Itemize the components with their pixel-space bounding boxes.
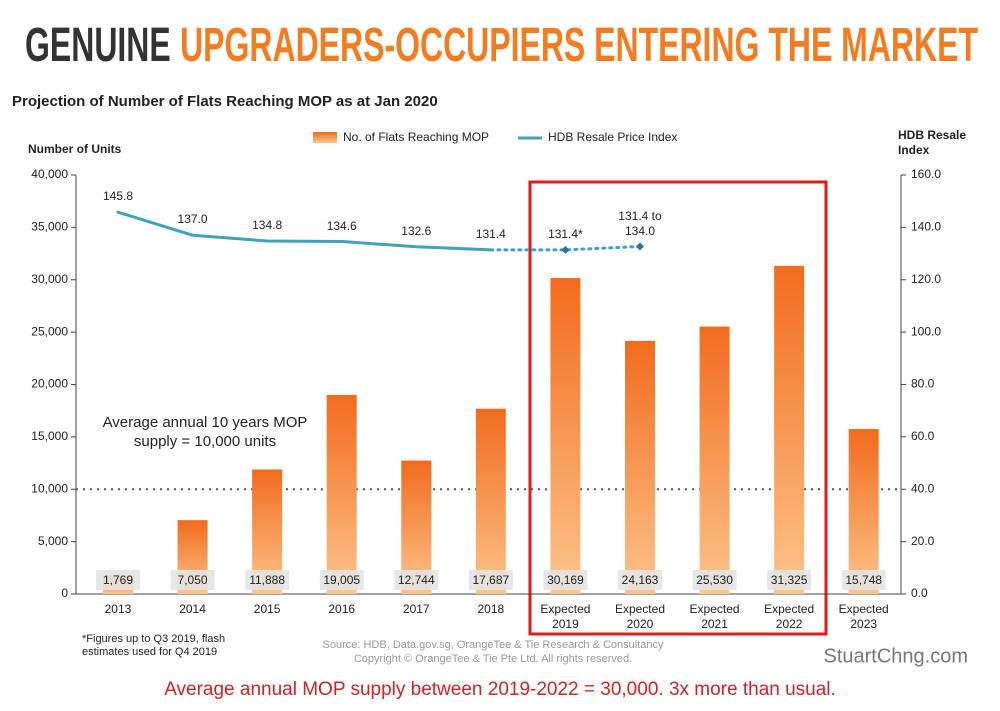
value-label-bg bbox=[95, 570, 140, 590]
y-tick-label: 10,000 bbox=[31, 481, 68, 495]
line-value-label: 132.6 bbox=[401, 223, 432, 238]
value-label-bg bbox=[543, 570, 588, 590]
y-tick-label: 30,000 bbox=[31, 272, 68, 286]
y2-tick-label: 160.0 bbox=[911, 167, 941, 181]
x-tick-label: Expected 2019 bbox=[540, 602, 591, 631]
y2-tick-label: 80.0 bbox=[911, 377, 935, 391]
watermark: StuartChng.com bbox=[823, 645, 968, 667]
value-label-bg bbox=[394, 570, 439, 590]
line-value-label: 145.8 bbox=[102, 189, 133, 204]
banner: GENUINEUPGRADERS-OCCUPIERS ENTERING THE … bbox=[25, 19, 978, 72]
bar bbox=[326, 394, 357, 594]
value-label-bg bbox=[841, 570, 886, 590]
y-tick-label: 20,000 bbox=[31, 377, 68, 391]
line bbox=[116, 210, 493, 252]
y-tick-label: 15,000 bbox=[31, 429, 68, 443]
y-tick-label: 35,000 bbox=[31, 220, 68, 234]
y-tick-label: 40,000 bbox=[31, 167, 68, 181]
x-tick-label: 2018 bbox=[477, 602, 505, 616]
line-value-label: 131.4 to 134.0 bbox=[618, 208, 662, 238]
value-label-bg bbox=[617, 570, 662, 590]
value-label-bg bbox=[692, 570, 737, 590]
x-tick-label: 2013 bbox=[104, 602, 132, 616]
x-tick-label: Expected 2021 bbox=[689, 602, 740, 631]
banner-rest: UPGRADERS-OCCUPIERS ENTERING THE MARKET bbox=[180, 19, 978, 72]
copyright: Copyright © OrangeTee & Tie Pte Ltd. All… bbox=[354, 653, 632, 665]
value-label: 7,050 bbox=[178, 573, 208, 587]
line-value-label: 134.6 bbox=[326, 218, 357, 233]
value-label-bg bbox=[767, 570, 812, 590]
x-tick-label: Expected 2020 bbox=[614, 602, 665, 631]
caption: Average annual MOP supply between 2019-2… bbox=[164, 679, 836, 700]
bar bbox=[848, 429, 879, 594]
legend-label: HDB Resale Price Index bbox=[548, 130, 677, 144]
value-label-bg bbox=[170, 570, 215, 590]
banner-lead: GENUINE bbox=[25, 19, 171, 72]
highlight-box bbox=[528, 180, 828, 636]
value-label: 25,530 bbox=[696, 573, 733, 587]
value-label-bg bbox=[319, 570, 364, 590]
legend-label: No. of Flats Reaching MOP bbox=[343, 130, 489, 144]
reference-label: Average annual 10 years MOP supply = 10,… bbox=[102, 414, 308, 450]
line-value-label: 131.4* bbox=[548, 226, 583, 241]
value-label: 19,005 bbox=[323, 573, 360, 587]
line-value-label: 134.8 bbox=[252, 218, 283, 232]
bar bbox=[774, 265, 805, 594]
y2-tick-label: 120.0 bbox=[911, 272, 941, 286]
x-tick-label: 2017 bbox=[402, 602, 430, 616]
y2-tick-label: 140.0 bbox=[911, 220, 941, 234]
bar bbox=[699, 326, 730, 594]
x-tick-label: 2015 bbox=[253, 602, 281, 616]
y2-tick-label: 60.0 bbox=[911, 429, 935, 443]
value-label: 11,888 bbox=[249, 573, 285, 587]
y-axis-label: Number of Units bbox=[28, 142, 122, 156]
line-value-label: 137.0 bbox=[177, 212, 208, 227]
bar bbox=[624, 340, 655, 594]
bar bbox=[475, 408, 506, 594]
value-label: 30,169 bbox=[547, 573, 584, 587]
value-label: 12,744 bbox=[398, 573, 435, 587]
line-marker bbox=[635, 242, 644, 251]
x-tick-label: 2014 bbox=[179, 602, 206, 616]
value-label: 15,748 bbox=[845, 573, 882, 587]
y2-tick-label: 0.0 bbox=[911, 586, 928, 600]
value-label: 1,769 bbox=[103, 573, 133, 587]
y2-axis-label: HDB Resale Index bbox=[898, 128, 967, 157]
x-tick-label: 2016 bbox=[328, 602, 356, 616]
x-tick-label: Expected 2023 bbox=[838, 602, 889, 631]
chart-title: Projection of Number of Flats Reaching M… bbox=[12, 93, 438, 110]
line-marker bbox=[561, 245, 570, 254]
value-label: 17,687 bbox=[472, 573, 509, 587]
footnote: *Figures up to Q3 2019, flash estimates … bbox=[82, 633, 226, 658]
y2-tick-label: 20.0 bbox=[911, 534, 935, 548]
value-label-bg bbox=[468, 570, 513, 590]
line-value-label: 131.4 bbox=[475, 226, 506, 241]
legend-swatch bbox=[313, 132, 337, 143]
value-label: 24,163 bbox=[622, 573, 659, 587]
bar bbox=[550, 277, 581, 594]
value-label-bg bbox=[245, 570, 290, 590]
y2-tick-label: 100.0 bbox=[911, 324, 941, 338]
x-tick-label: Expected 2022 bbox=[764, 602, 815, 631]
y-tick-label: 25,000 bbox=[31, 324, 68, 338]
y-tick-label: 5,000 bbox=[38, 534, 68, 548]
y2-tick-label: 40.0 bbox=[911, 481, 935, 495]
source: Source: HDB, Data.gov.sg, OrangeTee & Ti… bbox=[323, 639, 664, 651]
y-tick-label: 0 bbox=[61, 586, 68, 600]
value-label: 31,325 bbox=[771, 573, 808, 587]
